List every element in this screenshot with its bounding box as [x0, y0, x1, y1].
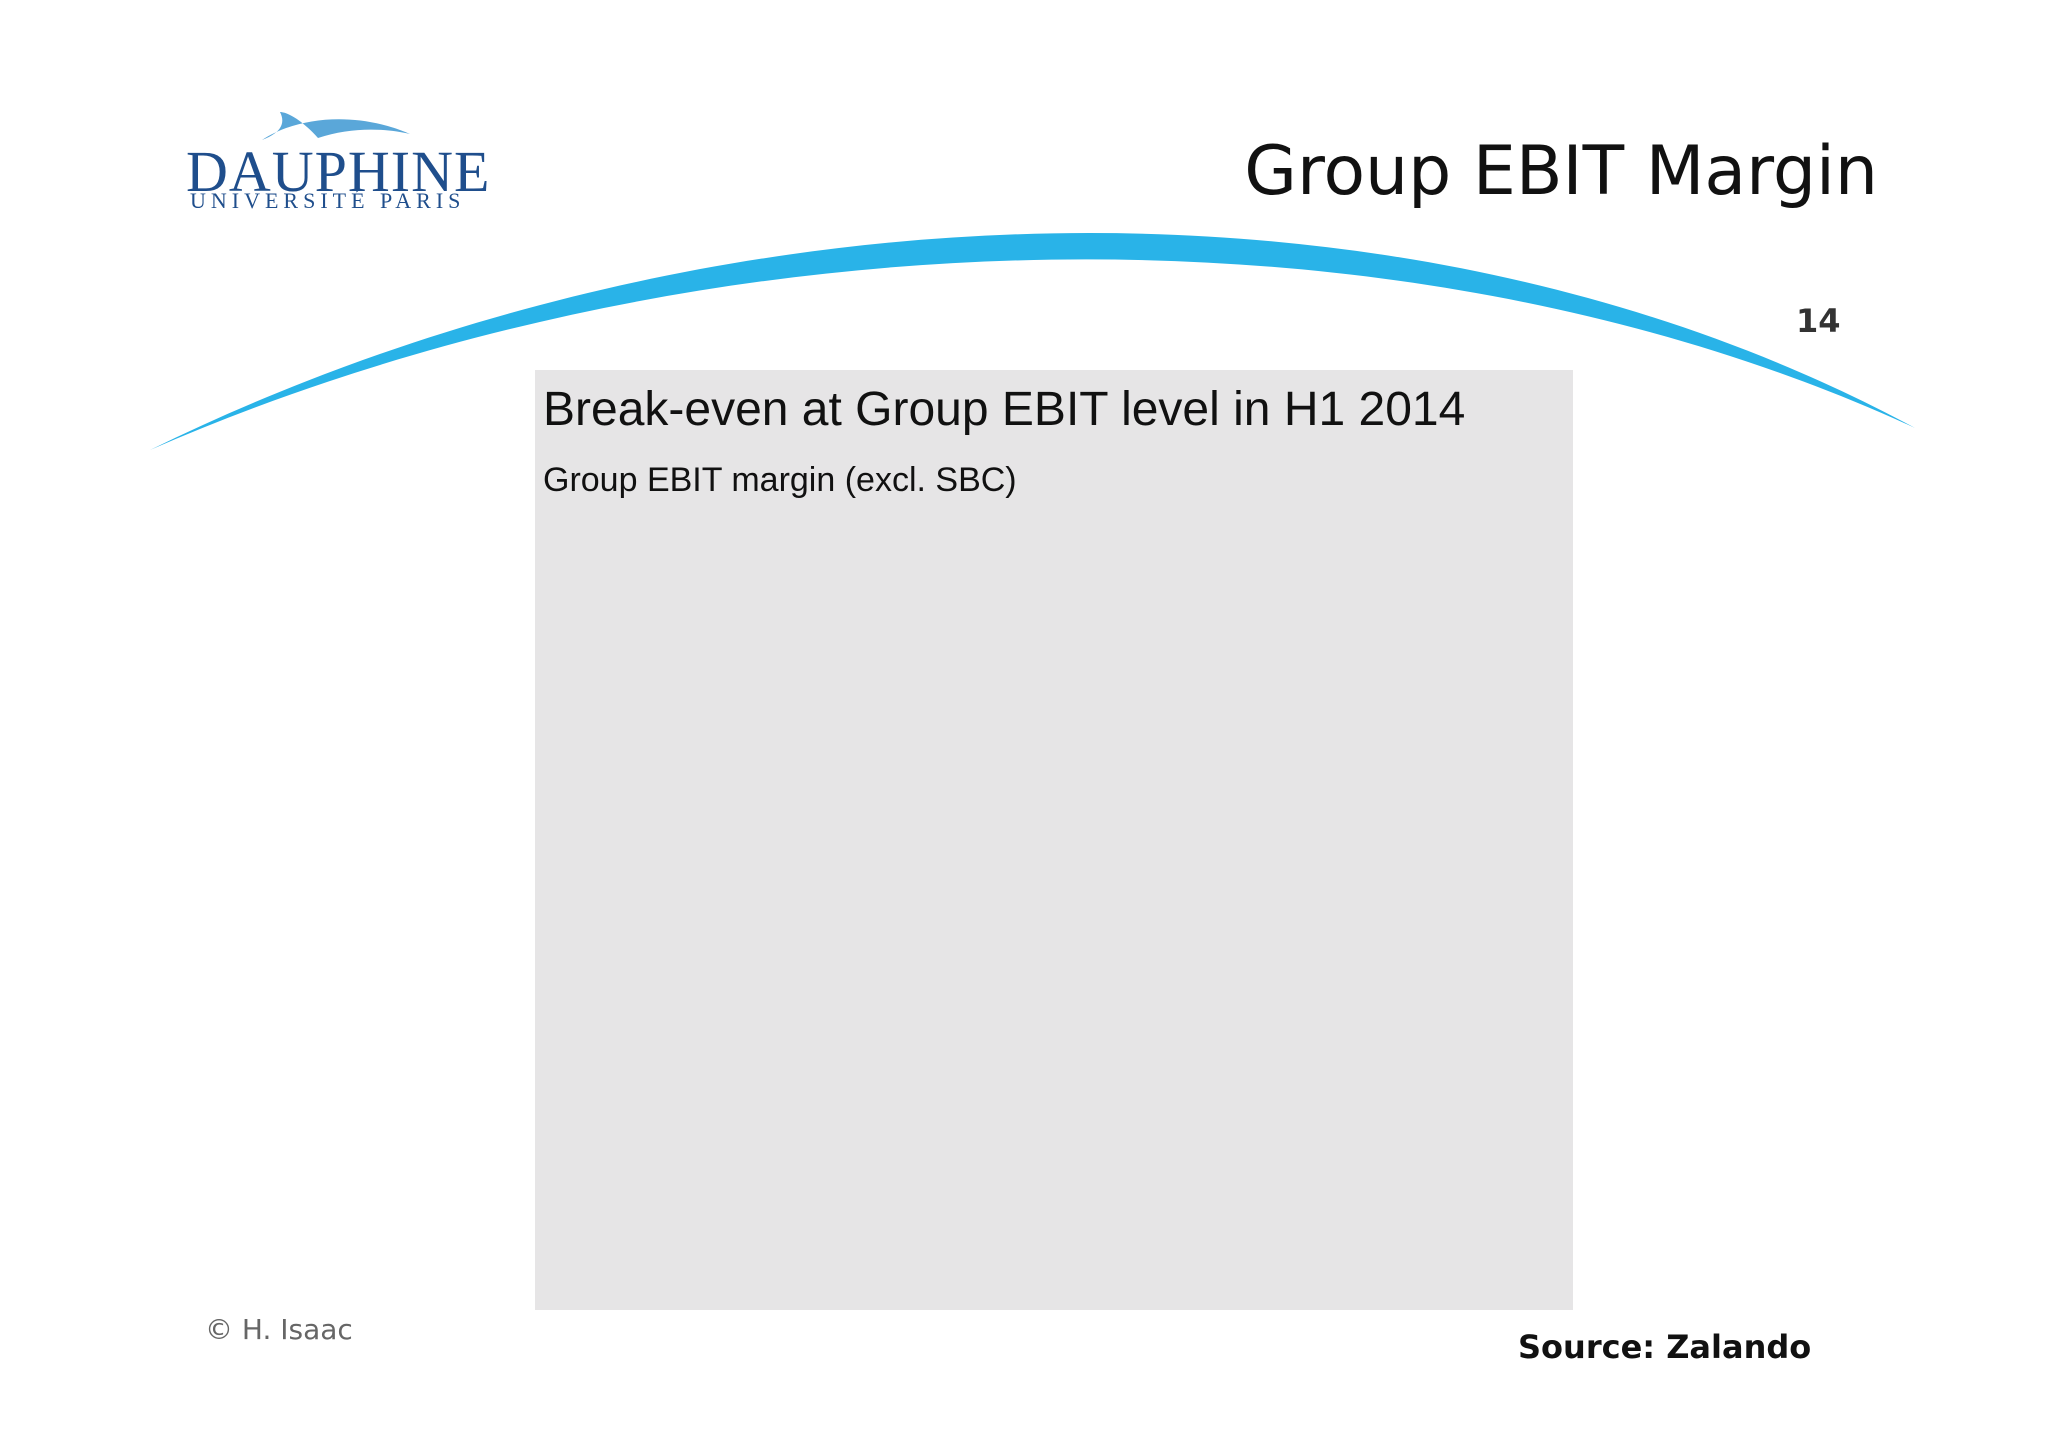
- logo-subtitle: UNIVERSITÉ PARIS: [190, 188, 466, 213]
- chart-panel: [535, 370, 1573, 1310]
- chart-title: Break-even at Group EBIT level in H1 201…: [543, 383, 1466, 436]
- slide-title: Group EBIT Margin: [1244, 132, 1878, 211]
- dolphin-logo-icon: [262, 112, 410, 140]
- page-number: 14: [1796, 302, 1841, 340]
- chart-subtitle: Group EBIT margin (excl. SBC): [543, 461, 1017, 499]
- logo-wordmark: DAUPHINE: [186, 139, 491, 204]
- decorative-arc: [150, 233, 1915, 450]
- copyright-text: © H. Isaac: [205, 1313, 353, 1346]
- source-text: Source: Zalando: [1518, 1328, 1812, 1366]
